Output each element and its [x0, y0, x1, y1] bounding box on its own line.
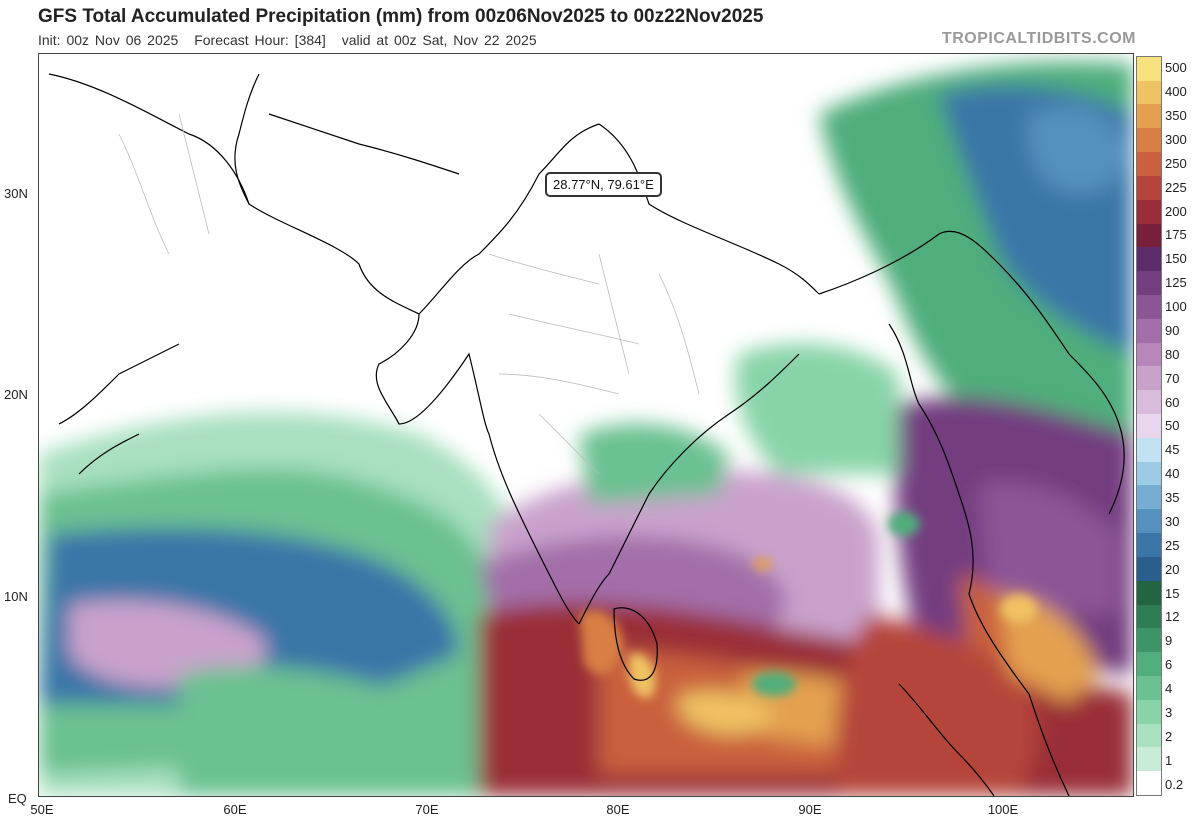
- colorbar-swatch-175: [1137, 223, 1161, 248]
- colorbar-label-80: 80: [1165, 346, 1180, 362]
- colorbar-label-175: 175: [1165, 227, 1187, 243]
- colorbar-label-70: 70: [1165, 370, 1180, 386]
- colorbar-label-9: 9: [1165, 633, 1173, 649]
- colorbar-swatch-90: [1137, 318, 1161, 343]
- colorbar-swatch-200: [1137, 199, 1161, 224]
- colorbar-swatch-125: [1137, 271, 1161, 295]
- lon-label-50e: 50E: [30, 802, 54, 817]
- colorbar-swatch-0.2: [1137, 771, 1161, 795]
- colorbar-swatch-4: [1137, 675, 1161, 700]
- colorbar-swatch-150: [1137, 247, 1161, 272]
- map-subtitle: Init: 00z Nov 06 2025 Forecast Hour: [38…: [38, 32, 547, 48]
- colorbar-label-25: 25: [1165, 537, 1180, 553]
- colorbar-label-3: 3: [1165, 704, 1173, 720]
- colorbar-label-350: 350: [1165, 108, 1187, 124]
- colorbar-label-250: 250: [1165, 155, 1187, 171]
- colorbar-label-225: 225: [1165, 179, 1187, 195]
- lon-label-80e: 80E: [606, 802, 630, 817]
- colorbar-label-90: 90: [1165, 322, 1180, 338]
- forecast-hour: Forecast Hour: [384]: [194, 32, 326, 48]
- colorbar-swatch-300: [1137, 128, 1161, 153]
- colorbar-swatch-60: [1137, 390, 1161, 414]
- colorbar-label-15: 15: [1165, 585, 1180, 601]
- coordinate-tooltip: 28.77°N, 79.61°E: [545, 172, 662, 197]
- colorbar-swatch-50: [1137, 414, 1161, 438]
- colorbar-swatch-1: [1137, 747, 1161, 772]
- colorbar-swatch-15: [1137, 580, 1161, 605]
- precipitation-map[interactable]: [38, 53, 1134, 797]
- precipitation-colorbar: [1136, 56, 1162, 796]
- country-borders: [48, 73, 1125, 796]
- colorbar-swatch-45: [1137, 437, 1161, 462]
- lon-label-90e: 90E: [798, 802, 822, 817]
- colorbar-label-6: 6: [1165, 657, 1173, 673]
- colorbar-swatch-9: [1137, 628, 1161, 653]
- colorbar-swatch-20: [1137, 556, 1161, 581]
- lon-label-60e: 60E: [223, 802, 247, 817]
- colorbar-label-0.2: 0.2: [1165, 776, 1184, 792]
- lon-label-100e: 100E: [987, 802, 1019, 817]
- colorbar-label-500: 500: [1165, 60, 1187, 76]
- colorbar-label-2: 2: [1165, 728, 1173, 744]
- colorbar-label-45: 45: [1165, 442, 1180, 458]
- colorbar-label-20: 20: [1165, 561, 1180, 577]
- colorbar-swatch-350: [1137, 104, 1161, 129]
- colorbar-swatch-25: [1137, 533, 1161, 557]
- colorbar-label-1: 1: [1165, 752, 1173, 768]
- lon-label-70e: 70E: [415, 802, 439, 817]
- colorbar-label-200: 200: [1165, 203, 1187, 219]
- colorbar-swatch-3: [1137, 699, 1161, 724]
- colorbar-swatch-100: [1137, 294, 1161, 319]
- colorbar-label-40: 40: [1165, 466, 1180, 482]
- state-borders: [118, 113, 700, 475]
- colorbar-label-150: 150: [1165, 251, 1187, 267]
- colorbar-label-125: 125: [1165, 275, 1187, 291]
- valid-time: valid at 00z Sat, Nov 22 2025: [341, 32, 537, 48]
- colorbar-swatch-2: [1137, 723, 1161, 748]
- colorbar-label-100: 100: [1165, 299, 1187, 315]
- site-brand[interactable]: TROPICALTIDBITS.COM: [941, 30, 1136, 47]
- colorbar-swatch-225: [1137, 175, 1161, 200]
- colorbar-swatch-70: [1137, 366, 1161, 391]
- colorbar-swatch-250: [1137, 152, 1161, 176]
- colorbar-label-60: 60: [1165, 394, 1180, 410]
- lat-label-30n: 30N: [4, 186, 28, 201]
- lat-label-20n: 20N: [4, 387, 28, 402]
- map-canvas[interactable]: [39, 54, 1133, 796]
- colorbar-label-400: 400: [1165, 84, 1187, 100]
- colorbar-label-50: 50: [1165, 418, 1180, 434]
- colorbar-swatch-500: [1137, 56, 1161, 81]
- colorbar-swatch-40: [1137, 461, 1161, 486]
- colorbar-swatch-6: [1137, 652, 1161, 676]
- colorbar-label-30: 30: [1165, 513, 1180, 529]
- map-title: GFS Total Accumulated Precipitation (mm)…: [38, 6, 764, 27]
- colorbar-label-300: 300: [1165, 131, 1187, 147]
- colorbar-labels: 0.2 1 2 3 4 6 9 12 15 20 25 30 35 40 45 50 60 70 80 90 100 12…: [1165, 56, 1199, 796]
- colorbar-swatch-80: [1137, 342, 1161, 367]
- colorbar-label-12: 12: [1165, 609, 1180, 625]
- colorbar-label-4: 4: [1165, 681, 1173, 697]
- lat-label-10n: 10N: [4, 589, 28, 604]
- init-time: Init: 00z Nov 06 2025: [38, 32, 179, 48]
- colorbar-swatch-400: [1137, 80, 1161, 105]
- colorbar-swatch-12: [1137, 604, 1161, 629]
- lat-label-eq: EQ: [8, 791, 27, 806]
- colorbar-label-35: 35: [1165, 490, 1180, 506]
- precipitation-field: [39, 61, 1133, 796]
- colorbar-swatch-35: [1137, 485, 1161, 510]
- colorbar-swatch-30: [1137, 509, 1161, 534]
